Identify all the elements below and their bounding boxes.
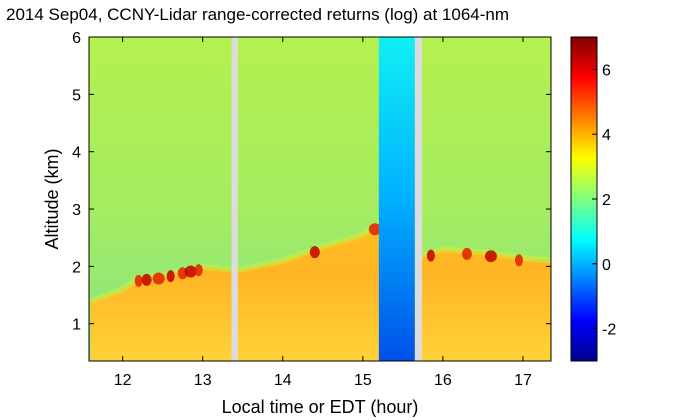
aerosol-plume bbox=[484, 250, 497, 263]
x-tick-label: 13 bbox=[194, 372, 212, 389]
aerosol-plume bbox=[166, 270, 175, 283]
heatmap-field bbox=[89, 37, 551, 361]
x-tick-label: 16 bbox=[434, 372, 452, 389]
y-tick-label: 2 bbox=[72, 259, 81, 276]
aerosol-plume bbox=[141, 273, 152, 286]
x-tick-label: 15 bbox=[354, 372, 372, 389]
aerosol-plume bbox=[461, 247, 472, 260]
chart-title: 2014 Sep04, CCNY-Lidar range-corrected r… bbox=[6, 5, 509, 24]
y-tick-label: 3 bbox=[72, 202, 81, 219]
y-axis: 1 2 3 4 5 6 bbox=[72, 30, 551, 334]
colorbar-gradient bbox=[570, 36, 598, 362]
x-tick-label: 14 bbox=[274, 372, 292, 389]
aerosol-plume bbox=[134, 274, 143, 287]
boundary-layer-region bbox=[90, 223, 551, 361]
aerosol-plume bbox=[194, 264, 203, 277]
y-tick-label: 1 bbox=[72, 317, 81, 334]
aerosol-plume bbox=[309, 246, 320, 259]
colorbar-tick-label: 6 bbox=[602, 62, 611, 79]
aerosol-plume bbox=[426, 249, 435, 262]
colorbar-tick-label: -2 bbox=[602, 322, 616, 339]
low-signal-block bbox=[378, 37, 415, 361]
x-axis-label: Local time or EDT (hour) bbox=[222, 397, 419, 417]
aerosol-plumes bbox=[134, 223, 523, 287]
no-data-gap bbox=[231, 37, 238, 361]
aerosol-plume bbox=[368, 223, 381, 236]
aerosol-plume bbox=[514, 254, 523, 267]
y-tick-label: 4 bbox=[72, 145, 81, 162]
aerosol-plume bbox=[152, 272, 165, 285]
colorbar: -2 0 2 4 6 bbox=[570, 36, 616, 362]
colorbar-tick-label: 2 bbox=[602, 192, 611, 209]
no-data-gaps bbox=[231, 37, 423, 361]
y-tick-label: 5 bbox=[72, 87, 81, 104]
no-data-gap bbox=[414, 37, 423, 361]
y-axis-label: Altitude (km) bbox=[42, 148, 62, 249]
x-tick-label: 17 bbox=[514, 372, 532, 389]
x-axis: 12 13 14 15 16 17 bbox=[114, 37, 532, 389]
x-tick-label: 12 bbox=[114, 372, 132, 389]
colorbar-tick-label: 4 bbox=[602, 127, 611, 144]
aerosol-plume bbox=[184, 265, 197, 278]
plot-frame bbox=[88, 36, 552, 362]
colorbar-ticks: -2 0 2 4 6 bbox=[592, 62, 616, 339]
colorbar-tick-label: 0 bbox=[602, 257, 611, 274]
y-tick-label: 6 bbox=[72, 30, 81, 47]
